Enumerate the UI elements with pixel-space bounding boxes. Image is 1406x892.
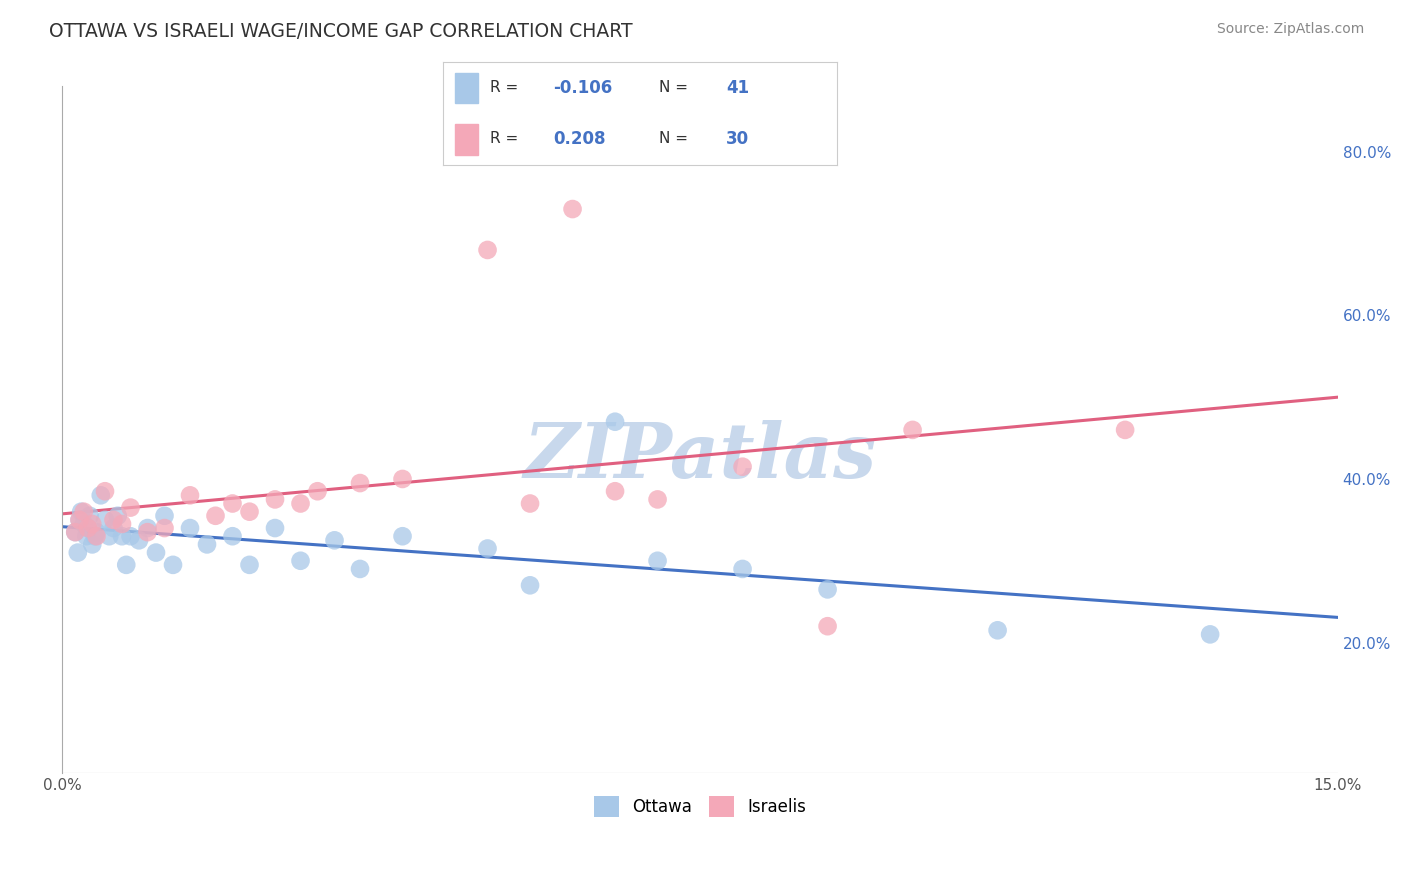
- Text: Source: ZipAtlas.com: Source: ZipAtlas.com: [1216, 22, 1364, 37]
- Ottawa: [264, 521, 287, 535]
- Israelis: [82, 516, 104, 531]
- Ottawa: [290, 554, 312, 568]
- Ottawa: [1199, 627, 1222, 641]
- Ottawa: [136, 521, 159, 535]
- Israelis: [103, 513, 125, 527]
- Text: -0.106: -0.106: [553, 78, 613, 96]
- Ottawa: [179, 521, 201, 535]
- Ottawa: [195, 537, 218, 551]
- Israelis: [307, 484, 329, 499]
- Ottawa: [145, 545, 167, 559]
- Ottawa: [128, 533, 150, 548]
- Ottawa: [103, 521, 125, 535]
- Israelis: [817, 619, 839, 633]
- Legend: Ottawa, Israelis: Ottawa, Israelis: [588, 789, 813, 823]
- Ottawa: [107, 508, 129, 523]
- Israelis: [391, 472, 413, 486]
- Ottawa: [73, 516, 96, 531]
- Bar: [454, 124, 478, 155]
- Israelis: [561, 202, 583, 216]
- Israelis: [221, 496, 243, 510]
- Text: OTTAWA VS ISRAELI WAGE/INCOME GAP CORRELATION CHART: OTTAWA VS ISRAELI WAGE/INCOME GAP CORREL…: [49, 22, 633, 41]
- Israelis: [120, 500, 142, 515]
- Israelis: [204, 508, 226, 523]
- Ottawa: [65, 525, 87, 540]
- Text: R =: R =: [491, 80, 523, 95]
- Israelis: [86, 529, 108, 543]
- Ottawa: [86, 525, 108, 540]
- Ottawa: [987, 624, 1010, 638]
- Ottawa: [817, 582, 839, 597]
- Ottawa: [153, 508, 176, 523]
- Ottawa: [519, 578, 541, 592]
- Ottawa: [120, 529, 142, 543]
- Ottawa: [349, 562, 371, 576]
- Israelis: [290, 496, 312, 510]
- Bar: [454, 73, 478, 103]
- Text: 0.208: 0.208: [553, 130, 606, 148]
- Ottawa: [77, 521, 100, 535]
- Israelis: [111, 516, 134, 531]
- Text: N =: N =: [659, 80, 693, 95]
- Ottawa: [70, 505, 93, 519]
- Israelis: [73, 505, 96, 519]
- Ottawa: [75, 529, 97, 543]
- Ottawa: [603, 415, 626, 429]
- Israelis: [519, 496, 541, 510]
- Ottawa: [66, 545, 89, 559]
- Israelis: [901, 423, 924, 437]
- Israelis: [264, 492, 287, 507]
- Text: 41: 41: [727, 78, 749, 96]
- Israelis: [477, 243, 499, 257]
- Ottawa: [221, 529, 243, 543]
- Israelis: [179, 488, 201, 502]
- Ottawa: [391, 529, 413, 543]
- Ottawa: [323, 533, 346, 548]
- Israelis: [647, 492, 669, 507]
- Text: N =: N =: [659, 131, 693, 146]
- Israelis: [349, 476, 371, 491]
- Israelis: [238, 505, 260, 519]
- Ottawa: [731, 562, 754, 576]
- Israelis: [65, 525, 87, 540]
- Ottawa: [115, 558, 138, 572]
- Text: 30: 30: [727, 130, 749, 148]
- Israelis: [77, 521, 100, 535]
- Israelis: [153, 521, 176, 535]
- Text: ZIPatlas: ZIPatlas: [523, 420, 876, 494]
- Israelis: [94, 484, 117, 499]
- Ottawa: [98, 529, 121, 543]
- Ottawa: [90, 488, 112, 502]
- Ottawa: [69, 513, 91, 527]
- Ottawa: [162, 558, 184, 572]
- Israelis: [1114, 423, 1136, 437]
- Ottawa: [83, 529, 105, 543]
- Ottawa: [82, 537, 104, 551]
- Israelis: [603, 484, 626, 499]
- Ottawa: [111, 529, 134, 543]
- Ottawa: [79, 508, 101, 523]
- Israelis: [731, 459, 754, 474]
- Israelis: [136, 525, 159, 540]
- Ottawa: [238, 558, 260, 572]
- Ottawa: [477, 541, 499, 556]
- Ottawa: [647, 554, 669, 568]
- Text: R =: R =: [491, 131, 523, 146]
- Israelis: [69, 513, 91, 527]
- Ottawa: [94, 513, 117, 527]
